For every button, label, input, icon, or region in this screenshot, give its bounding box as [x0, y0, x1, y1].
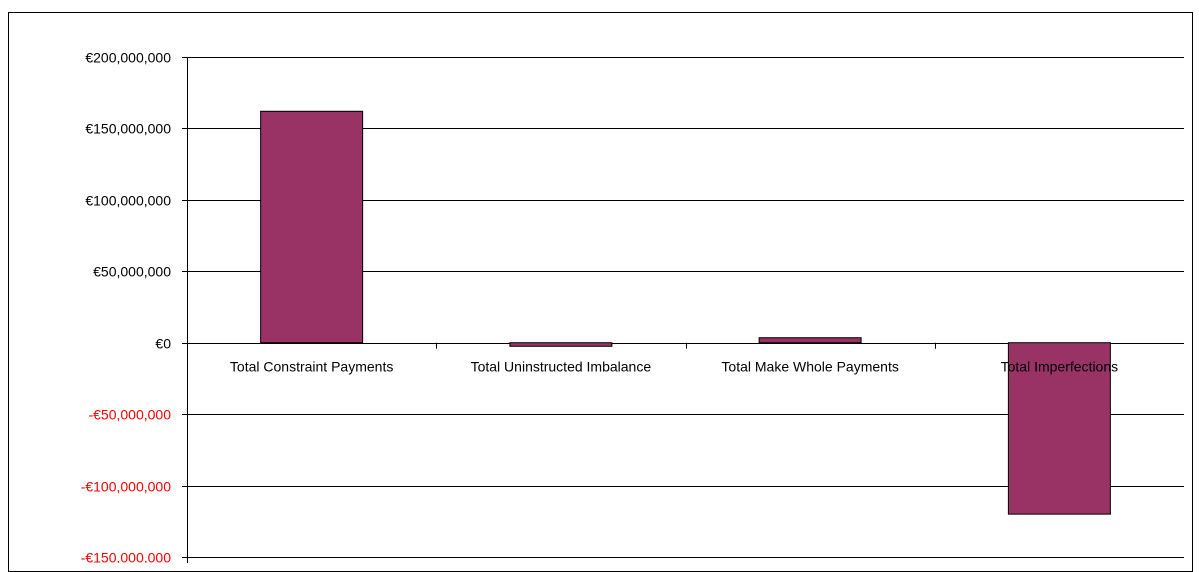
y-tick-label: €150,000,000 [85, 121, 171, 137]
y-tick-label: -€50,000,000 [88, 407, 171, 423]
x-category-label: Total Uninstructed Imbalance [471, 359, 652, 375]
bar-total-make-whole-payments [758, 337, 862, 344]
axes [182, 57, 936, 563]
x-category-label: Total Make Whole Payments [721, 359, 898, 375]
y-tick-label: €50,000,000 [93, 264, 171, 280]
chart-frame [8, 12, 1193, 572]
bars [260, 110, 1111, 515]
y-tick-label: -€150,000,000 [81, 550, 172, 564]
x-category-label: Total Imperfections [1001, 359, 1119, 375]
bar-total-imperfections [1007, 342, 1111, 515]
x-category-label: Total Constraint Payments [230, 359, 393, 375]
x-axis-category-labels: Total Constraint Payments Total Uninstruc… [230, 359, 1118, 375]
y-axis-tick-labels: €200,000,000 €150,000,000 €100,000,000 €50,… [81, 50, 172, 564]
y-tick-label: -€100,000,000 [81, 479, 172, 495]
y-tick-label: €200,000,000 [85, 50, 171, 66]
y-tick-label: €0 [155, 336, 171, 352]
y-tick-label: €100,000,000 [85, 193, 171, 209]
bar-total-constraint-payments [260, 110, 364, 344]
bar-total-uninstructed-imbalance [509, 342, 613, 347]
